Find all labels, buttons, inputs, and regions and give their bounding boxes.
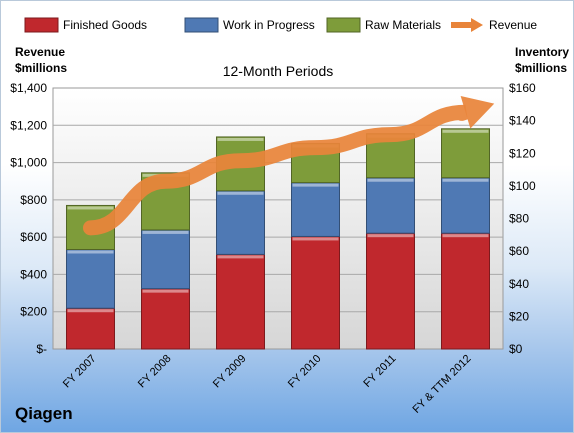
- chart-title: 12-Month Periods: [223, 63, 334, 79]
- category-label: FY 2009: [211, 353, 249, 391]
- revenue-arrowhead: [460, 95, 495, 129]
- bar-body: [441, 232, 490, 350]
- bar-highlight: [442, 129, 489, 133]
- bar-body: [66, 307, 115, 350]
- category-label: FY 2011: [361, 353, 398, 390]
- bar-highlight: [217, 255, 264, 259]
- bar-segment-finished-goods: [441, 232, 490, 350]
- left-tick-label: $1,200: [10, 118, 47, 132]
- legend-item-finished-goods: Finished Goods: [24, 17, 147, 33]
- bar-body: [216, 190, 265, 255]
- bar-highlight: [442, 234, 489, 238]
- bar-segment-work-in-progress: [366, 177, 415, 234]
- bar-highlight: [67, 206, 114, 210]
- category-labels: FY 2007 FY 2008 FY 2009 FY 2010 FY 2011 FY & …: [61, 353, 474, 416]
- bar-segment-finished-goods: [216, 253, 265, 350]
- bar-segment-work-in-progress: [141, 229, 190, 290]
- bar-segment-work-in-progress: [216, 190, 265, 255]
- bar-body: [441, 128, 490, 179]
- category-label: FY 2007: [61, 353, 99, 391]
- right-tick-label: $160: [509, 81, 536, 95]
- legend-item-raw-materials: Raw Materials: [326, 17, 441, 33]
- bar-body: [366, 232, 415, 350]
- bar-highlight: [442, 178, 489, 182]
- bar-body: [291, 182, 340, 237]
- bar-body: [366, 177, 415, 234]
- bar-segment-work-in-progress: [441, 177, 490, 234]
- legend-label: Finished Goods: [63, 18, 147, 32]
- right-axis-label-line1: Inventory: [515, 45, 569, 59]
- legend-label: Work in Progress: [223, 18, 315, 32]
- bar-body: [141, 229, 190, 290]
- legend-swatch: [326, 17, 361, 33]
- category-label: FY & TTM 2012: [411, 353, 474, 416]
- left-tick-label: $200: [20, 305, 47, 319]
- bar-body: [441, 177, 490, 234]
- bars: [66, 128, 490, 350]
- right-tick-label: $80: [509, 212, 529, 226]
- left-axis-ticks: $- $200 $400 $600 $800 $1,000 $1,200 $1,400: [10, 81, 47, 356]
- bar-segment-finished-goods: [141, 288, 190, 350]
- bar-highlight: [292, 183, 339, 187]
- left-tick-label: $800: [20, 193, 47, 207]
- right-tick-label: $0: [509, 342, 523, 356]
- legend-label: Raw Materials: [365, 18, 441, 32]
- bar-highlight: [142, 289, 189, 293]
- right-axis-label-line2: $millions: [515, 61, 567, 75]
- bar-highlight: [292, 237, 339, 241]
- left-tick-label: $-: [36, 342, 47, 356]
- bar-segment-finished-goods: [66, 307, 115, 350]
- bar-segment-work-in-progress: [66, 248, 115, 309]
- bar-highlight: [367, 234, 414, 238]
- legend-item-work-in-progress: Work in Progress: [184, 17, 315, 33]
- bar-highlight: [217, 191, 264, 195]
- bar-highlight: [217, 137, 264, 141]
- legend-label: Revenue: [489, 18, 537, 32]
- bar-highlight: [142, 230, 189, 234]
- bar-highlight: [367, 178, 414, 182]
- bar-body: [141, 288, 190, 350]
- bar-body: [216, 253, 265, 350]
- left-tick-label: $1,000: [10, 156, 47, 170]
- right-tick-label: $60: [509, 244, 529, 258]
- category-label: FY 2008: [136, 353, 174, 391]
- legend-swatch: [184, 17, 219, 33]
- revenue-line: [83, 104, 470, 236]
- bar-segment-finished-goods: [291, 235, 340, 350]
- left-tick-label: $600: [20, 230, 47, 244]
- legend-item-revenue: Revenue: [451, 18, 537, 32]
- company-name: Qiagen: [15, 404, 73, 423]
- right-tick-label: $100: [509, 179, 536, 193]
- left-tick-label: $1,400: [10, 81, 47, 95]
- right-tick-label: $40: [509, 277, 529, 291]
- bar-highlight: [67, 309, 114, 313]
- bar-segment-work-in-progress: [291, 182, 340, 237]
- bar-highlight: [67, 250, 114, 254]
- left-axis-label-line2: $millions: [15, 61, 67, 75]
- left-tick-label: $400: [20, 267, 47, 281]
- right-tick-label: $120: [509, 146, 536, 160]
- bar-segment-raw-materials: [441, 128, 490, 179]
- bar-segment-finished-goods: [366, 232, 415, 350]
- right-tick-label: $20: [509, 309, 529, 323]
- left-axis-label-line1: Revenue: [15, 45, 65, 59]
- bar-body: [66, 248, 115, 309]
- legend-swatch: [24, 17, 59, 33]
- revenue-arrow: [83, 95, 495, 236]
- right-tick-label: $140: [509, 114, 536, 128]
- legend: Finished Goods Work in Progress Raw Materi…: [24, 17, 537, 33]
- legend-arrowhead: [471, 18, 483, 32]
- bar-body: [291, 235, 340, 350]
- category-label: FY 2010: [286, 353, 324, 391]
- right-axis-ticks: $0 $20 $40 $60 $80 $100 $120 $140 $160: [509, 81, 536, 356]
